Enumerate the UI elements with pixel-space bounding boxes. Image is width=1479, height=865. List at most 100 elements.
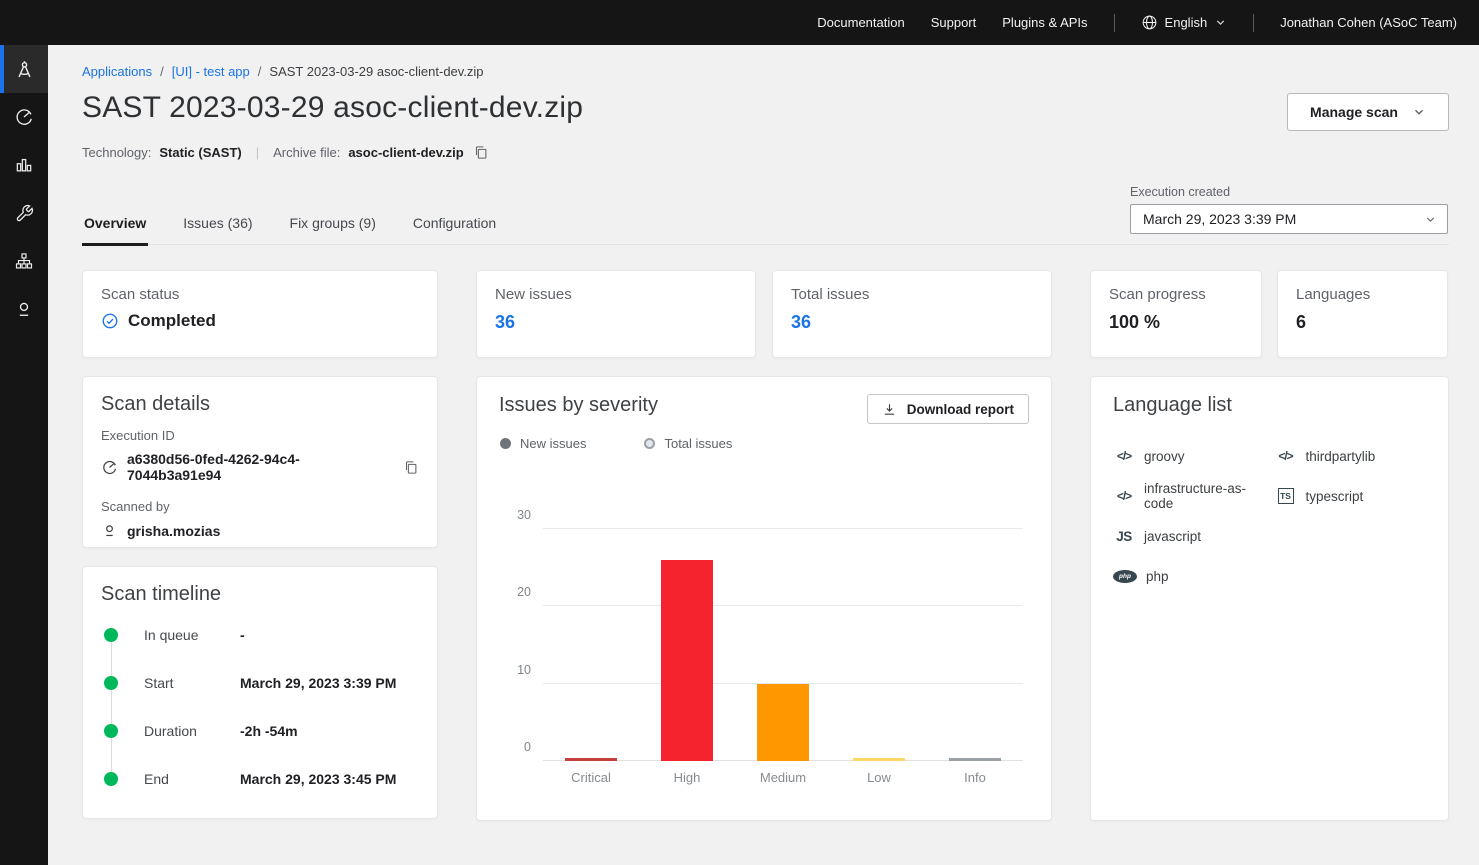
sitemap-icon (14, 251, 34, 271)
new-issues-card: New issues 36 (476, 270, 756, 358)
scan-progress-card: Scan progress 100 % (1090, 270, 1262, 358)
issues-by-severity-title: Issues by severity (499, 394, 658, 416)
timeline-event-label: Start (144, 675, 174, 691)
separator: | (255, 145, 260, 160)
user-menu[interactable]: Jonathan Cohen (ASoC Team) (1280, 15, 1457, 30)
breadcrumb-link[interactable]: Applications (82, 64, 153, 79)
archive-file-value: asoc-client-dev.zip (348, 145, 464, 160)
manage-scan-button[interactable]: Manage scan (1287, 93, 1449, 131)
breadcrumb: Applications / [UI] - test app / SAST 2023-0… (82, 64, 1449, 79)
chevron-down-icon (1424, 213, 1437, 226)
download-report-label: Download report (906, 401, 1014, 417)
execution-id-label: Execution ID (101, 428, 175, 443)
scan-status-title: Scan status (101, 286, 180, 303)
scanned-by-label: Scanned by (101, 499, 170, 514)
legend-dot-icon (500, 438, 511, 449)
timeline-dot-icon (104, 628, 118, 642)
y-axis-tick: 10 (517, 662, 531, 677)
timeline-dot-icon (104, 772, 118, 786)
timeline-event-value: - (240, 627, 245, 643)
top-divider (1113, 13, 1115, 32)
bar-slot (831, 529, 927, 761)
gauge-icon (101, 459, 118, 476)
sidebar-item-user[interactable] (0, 285, 48, 333)
download-report-button[interactable]: Download report (866, 394, 1029, 424)
timeline-event: Start March 29, 2023 3:39 PM (104, 675, 419, 725)
bar-info[interactable] (949, 758, 1001, 761)
manage-scan-label: Manage scan (1310, 104, 1398, 120)
chevron-down-icon (1214, 16, 1227, 29)
breadcrumb-separator: / (160, 64, 164, 79)
language-item-php: php php (1113, 563, 1265, 589)
new-issues-value: 36 (495, 312, 516, 332)
language-column: </> groovy </> infrastructure-as-code JS java… (1113, 443, 1265, 589)
sidebar-item-sitemap[interactable] (0, 237, 48, 285)
scan-meta-line: Technology: Static (SAST) | Archive file… (82, 145, 1449, 160)
scan-timeline-title: Scan timeline (101, 583, 222, 605)
top-link-support[interactable]: Support (930, 15, 977, 30)
check-circle-icon (101, 312, 119, 330)
breadcrumb-link[interactable]: [UI] - test app (171, 64, 250, 79)
language-label: English (1164, 15, 1208, 30)
language-column: </> thirdpartylib TS typescript (1275, 443, 1427, 509)
sidebar-item-gauge[interactable] (0, 93, 48, 141)
compass-icon (14, 59, 35, 80)
languages-card: Languages 6 (1277, 270, 1448, 358)
y-axis-tick: 0 (524, 740, 531, 754)
tab-issues-36[interactable]: Issues (36) (183, 215, 253, 231)
timeline-dot-icon (104, 724, 118, 738)
x-axis-label: Medium (759, 770, 807, 785)
legend-label: Total issues (664, 436, 733, 451)
language-item-groovy: </> groovy (1113, 443, 1265, 469)
legend-dot-icon (644, 438, 656, 449)
timeline-event-value: March 29, 2023 3:45 PM (240, 771, 397, 787)
top-link-documentation[interactable]: Documentation (817, 15, 905, 30)
globe-icon (1141, 14, 1158, 31)
scan-timeline-card: Scan timeline In queue - Start March 29, 20… (82, 566, 438, 819)
sidebar-item-wrench[interactable] (0, 189, 48, 237)
execution-created-select[interactable]: March 29, 2023 3:39 PM (1130, 204, 1448, 234)
sidebar-item-compass[interactable] (0, 45, 48, 93)
x-axis-label: Info (964, 770, 986, 785)
issues-by-severity-card: Issues by severity Download report New i… (476, 376, 1052, 821)
user-icon (101, 522, 118, 539)
left-sidebar (0, 0, 48, 865)
sidebar-item-bar-chart[interactable] (0, 141, 48, 189)
bar-low[interactable] (853, 758, 905, 761)
tabs-bar: Overview Issues (36) Fix groups (9) Configu… (82, 183, 1449, 246)
timeline-event-value: March 29, 2023 3:39 PM (240, 675, 397, 691)
timeline-event-label: End (144, 771, 169, 787)
tab-configuration[interactable]: Configuration (412, 215, 497, 231)
timeline-event-value: -2h -54m (240, 723, 298, 739)
bar-slot (927, 529, 1023, 761)
bar-medium[interactable] (757, 683, 809, 761)
legend-label: New issues (520, 436, 587, 451)
x-axis-label: High (673, 770, 701, 785)
bar-slot (543, 529, 639, 761)
language-name: javascript (1144, 528, 1202, 544)
download-icon (882, 402, 897, 417)
legend-total-issues[interactable]: Total issues (644, 436, 732, 451)
legend-new-issues[interactable]: New issues (500, 436, 586, 451)
copy-icon[interactable] (474, 145, 489, 160)
language-list-card: Language list </> groovy </> infrastructure… (1090, 376, 1449, 821)
page-title: SAST 2023-03-29 asoc-client-dev.zip (82, 91, 584, 124)
copy-icon[interactable] (404, 460, 419, 475)
language-selector[interactable]: English (1141, 14, 1228, 31)
top-link-plugins-apis[interactable]: Plugins & APIs (1002, 15, 1088, 30)
timeline-event: In queue - (104, 627, 419, 677)
code-icon: </> (1278, 449, 1293, 463)
language-item-infrastructure-as-code: </> infrastructure-as-code (1113, 481, 1265, 511)
ts-icon: TS (1275, 488, 1297, 504)
tab-fix-groups-9[interactable]: Fix groups (9) (289, 215, 376, 231)
bar-critical[interactable] (565, 758, 617, 761)
new-issues-title: New issues (495, 286, 572, 303)
language-name: infrastructure-as-code (1144, 481, 1247, 511)
chart-gridline (543, 528, 1023, 529)
bar-high[interactable] (661, 559, 713, 761)
timeline-dot-icon (104, 676, 118, 690)
tab-overview[interactable]: Overview (82, 205, 149, 246)
execution-created-label: Execution created (1130, 185, 1231, 199)
x-axis-label: Low (867, 770, 891, 785)
